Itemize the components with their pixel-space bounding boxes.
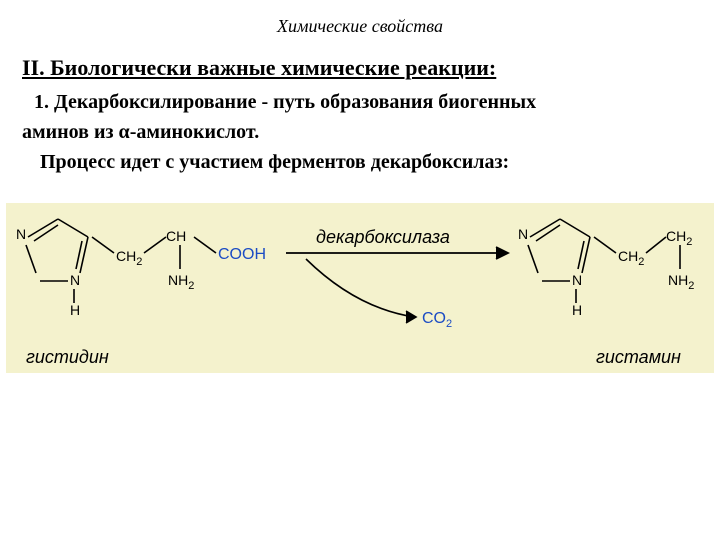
atom-n-3: N [518,226,528,242]
atom-h-1: H [70,302,80,318]
atom-h-2: H [572,302,582,318]
atom-n-4: N [572,272,582,288]
reaction-scheme: N N H CH2 CH COOH NH2 декарбоксилаза CO2 [6,203,714,373]
atom-n-2: N [70,272,80,288]
ch-1: CH [166,228,186,244]
reactant-name: гистидин [26,347,109,367]
paragraph-2: Процесс идет с участием ферментов декарб… [22,149,700,175]
enzyme-label: декарбоксилаза [316,227,450,247]
paragraph-1-line-1: 1. Декарбоксилирование - путь образовани… [22,89,700,115]
atom-n-1: N [16,226,26,242]
paragraph-1-line-2: аминов из α-аминокислот. [22,119,700,145]
product-name: гистамин [596,347,681,367]
section-title: II. Биологически важные химические реакц… [22,55,720,81]
cooh-label: COOH [218,246,266,263]
reaction-svg: N N H CH2 CH COOH NH2 декарбоксилаза CO2 [6,203,714,373]
page-title: Химические свойства [0,16,720,37]
